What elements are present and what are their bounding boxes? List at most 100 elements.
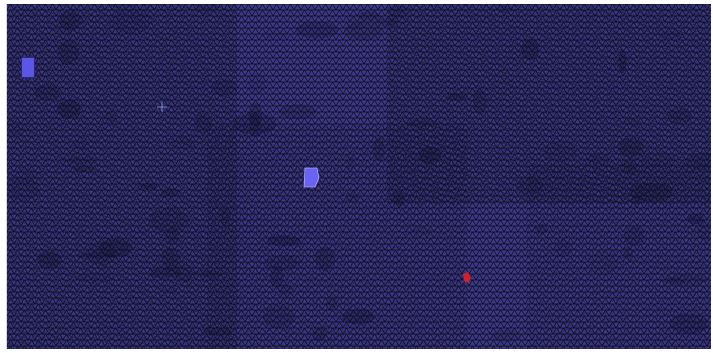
mesh-cluster: [248, 72, 267, 95]
mesh-cluster: [161, 287, 176, 294]
mesh-cluster: [343, 22, 384, 40]
mesh-cluster: [249, 112, 260, 138]
red-marker[interactable]: [463, 272, 471, 283]
mesh-cluster: [314, 246, 335, 272]
mesh-cluster: [161, 247, 181, 272]
mesh-cluster: [618, 50, 627, 74]
mesh-cluster: [138, 182, 158, 190]
mesh-cluster: [104, 111, 117, 124]
mesh-cluster: [278, 104, 317, 120]
mesh-cluster: [446, 92, 468, 101]
mesh-cluster: [358, 11, 381, 21]
mesh-cluster: [233, 112, 277, 135]
mesh-cluster: [687, 213, 705, 225]
mesh-cluster: [623, 117, 641, 129]
mesh-cluster: [617, 137, 644, 158]
mesh-cluster: [34, 84, 60, 101]
mesh-cluster: [585, 153, 610, 166]
mesh-cluster: [554, 239, 573, 258]
mesh-cluster: [375, 17, 400, 27]
mesh-cluster: [669, 313, 709, 335]
mesh-cluster: [7, 120, 27, 136]
mesh-cluster: [175, 264, 193, 283]
mesh-cluster: [72, 165, 96, 172]
mesh-region-left: [7, 4, 237, 349]
mesh-cluster: [266, 234, 302, 247]
legend-swatch: [21, 57, 35, 78]
mesh-cluster: [15, 167, 40, 184]
triangular-mesh: [7, 4, 711, 349]
mesh-cluster: [57, 40, 80, 65]
mesh-cluster: [148, 208, 189, 234]
mesh-cluster: [110, 8, 152, 35]
mesh-cluster: [59, 10, 82, 31]
mesh-cluster: [631, 195, 642, 205]
mesh-cluster: [7, 177, 41, 201]
mesh-cluster: [521, 38, 539, 61]
mesh-cluster: [72, 136, 89, 151]
mesh-cluster: [312, 326, 328, 341]
mesh-cluster: [589, 251, 619, 276]
mesh-cluster: [407, 119, 438, 127]
mesh-cluster: [472, 88, 488, 114]
mesh-cluster: [194, 4, 219, 15]
mesh-cluster: [491, 329, 522, 343]
mesh-cluster: [667, 108, 692, 125]
mesh-cluster: [516, 176, 544, 195]
mesh-cluster: [248, 102, 263, 127]
mesh-cluster: [372, 137, 385, 162]
mesh-cluster: [77, 252, 116, 259]
mesh-region-right-bottom: [527, 164, 711, 349]
mesh-cluster: [666, 274, 708, 285]
mesh-cluster: [623, 225, 645, 247]
mesh-cluster: [697, 221, 711, 242]
mesh-cluster: [496, 4, 514, 13]
mesh-cluster: [262, 304, 296, 329]
mesh-cluster: [325, 294, 338, 311]
mesh-cluster: [623, 246, 634, 260]
mesh-cluster: [345, 14, 364, 30]
mesh-viewport[interactable]: [6, 4, 711, 349]
mesh-cluster: [57, 21, 73, 34]
mesh-cluster: [392, 192, 405, 207]
crosshair-icon: [157, 102, 167, 112]
mesh-cluster: [345, 153, 355, 172]
mesh-cluster: [342, 309, 375, 325]
mesh-cluster: [160, 188, 181, 198]
mesh-cluster: [75, 272, 116, 284]
mesh-cluster: [148, 268, 182, 279]
mesh-cluster: [621, 157, 638, 176]
mesh-cluster: [86, 241, 116, 267]
mesh-cluster: [407, 228, 433, 236]
mesh-cluster: [202, 327, 232, 336]
mesh-cluster: [278, 284, 293, 297]
mesh-cluster: [387, 5, 408, 19]
mesh-cluster: [295, 21, 339, 39]
mesh-dense-regions: [7, 4, 711, 343]
mesh-cluster: [269, 265, 285, 288]
mesh-cluster: [264, 255, 301, 271]
mesh-cluster: [543, 141, 578, 163]
mesh-cluster: [261, 29, 288, 41]
mesh-cluster: [660, 31, 682, 39]
mesh-cluster: [62, 156, 98, 165]
mesh-cluster: [211, 79, 238, 97]
mesh-cluster: [195, 112, 212, 134]
highlighted-cell[interactable]: [303, 167, 320, 188]
mesh-cluster: [57, 99, 81, 120]
mesh-cluster: [638, 151, 678, 167]
mesh-cluster: [170, 136, 197, 149]
mesh-cluster: [107, 4, 139, 9]
mesh-cluster: [534, 224, 548, 235]
mesh-cluster: [165, 227, 180, 245]
mesh-cluster: [99, 238, 133, 258]
mesh-region-center: [207, 124, 467, 349]
mesh-cluster: [37, 251, 62, 269]
mesh-cluster: [684, 152, 711, 171]
mesh-cluster: [346, 192, 359, 203]
mesh-cluster: [220, 207, 231, 226]
mesh-cluster: [418, 147, 441, 165]
mesh-cluster: [629, 182, 673, 202]
mesh-cluster: [191, 269, 223, 278]
mesh-cluster: [661, 277, 685, 285]
